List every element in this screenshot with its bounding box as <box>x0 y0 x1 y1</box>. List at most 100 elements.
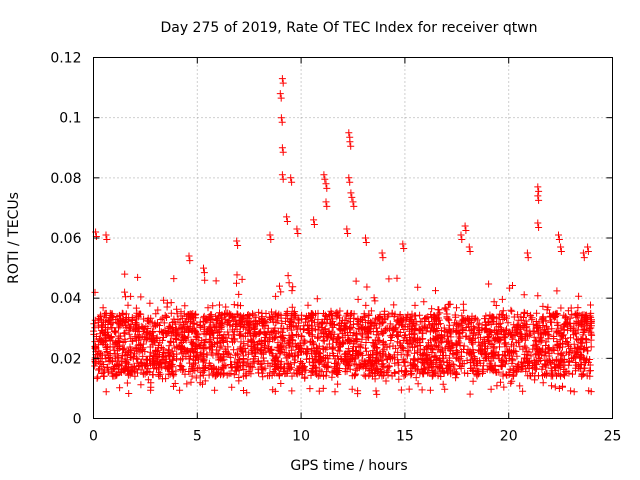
data-point <box>587 309 595 317</box>
data-point <box>441 332 449 340</box>
data-point <box>323 319 331 327</box>
data-point <box>123 367 131 375</box>
data-point <box>570 388 578 396</box>
data-point <box>187 348 195 356</box>
data-point <box>229 331 237 339</box>
data-point <box>339 340 347 348</box>
y-tick-label: 0.08 <box>50 171 81 187</box>
data-point <box>570 354 578 362</box>
data-point <box>349 332 357 340</box>
data-point <box>445 326 453 334</box>
data-point <box>200 269 208 277</box>
data-point <box>404 323 412 331</box>
data-point <box>238 318 246 326</box>
data-point <box>466 327 474 335</box>
data-point <box>98 351 106 359</box>
data-point <box>550 335 557 343</box>
data-point <box>160 296 168 304</box>
data-point <box>520 291 528 299</box>
data-point <box>401 368 409 376</box>
data-point <box>428 305 436 313</box>
data-point <box>173 350 181 358</box>
data-point <box>244 337 252 345</box>
data-point <box>94 341 102 349</box>
data-point <box>96 313 104 320</box>
data-point <box>288 287 296 295</box>
data-point <box>573 349 581 357</box>
data-point <box>91 288 99 296</box>
data-point <box>177 325 185 333</box>
data-point <box>261 343 269 351</box>
data-point <box>379 341 387 349</box>
data-point <box>449 342 457 350</box>
data-point <box>487 349 495 357</box>
data-point <box>113 313 121 320</box>
data-point <box>484 344 492 352</box>
data-point <box>343 349 351 357</box>
data-point <box>121 321 129 329</box>
data-point <box>347 337 355 345</box>
data-point <box>109 319 117 327</box>
data-point <box>277 380 285 387</box>
data-point <box>298 333 306 340</box>
data-point <box>536 346 544 354</box>
data-point <box>367 319 374 327</box>
data-point <box>170 275 178 283</box>
data-point <box>229 312 237 320</box>
data-point <box>213 368 221 376</box>
data-point <box>408 364 416 372</box>
data-point <box>351 355 359 363</box>
data-point <box>565 358 573 366</box>
data-point <box>421 315 429 322</box>
data-point <box>328 315 336 323</box>
data-point <box>293 343 300 351</box>
data-point <box>132 354 140 362</box>
data-point <box>207 343 215 351</box>
data-point <box>276 90 284 98</box>
data-point <box>363 283 371 291</box>
data-point <box>278 171 286 179</box>
data-point <box>154 306 162 314</box>
data-point <box>208 315 216 323</box>
data-point <box>340 324 348 332</box>
data-point <box>289 332 297 340</box>
data-point <box>564 326 572 334</box>
data-point <box>390 301 398 309</box>
data-point <box>510 321 518 329</box>
data-point <box>439 380 447 388</box>
data-point <box>560 366 568 373</box>
data-point <box>153 357 161 365</box>
y-tick-label: 0.1 <box>59 111 81 127</box>
data-point <box>344 309 352 317</box>
data-point <box>287 174 295 182</box>
data-point <box>257 328 265 336</box>
data-point <box>508 340 515 348</box>
data-point <box>385 311 393 319</box>
data-point <box>187 378 195 386</box>
data-point <box>127 321 135 328</box>
data-point <box>244 359 252 367</box>
data-point <box>466 248 474 255</box>
data-point <box>539 345 547 353</box>
data-point <box>254 341 262 349</box>
data-point <box>407 325 415 333</box>
data-point <box>144 362 152 369</box>
data-point <box>490 298 498 306</box>
data-point <box>347 356 355 364</box>
data-point <box>431 316 438 324</box>
data-point <box>441 304 449 312</box>
data-point <box>363 326 371 333</box>
data-point <box>559 352 567 360</box>
data-point <box>548 318 556 326</box>
data-point <box>277 288 285 296</box>
data-point <box>335 333 343 341</box>
data-point <box>505 368 513 376</box>
data-point <box>126 343 134 351</box>
data-point <box>373 331 381 339</box>
data-point <box>214 350 222 358</box>
data-point <box>190 319 198 327</box>
data-point <box>534 219 542 227</box>
data-point <box>585 367 593 375</box>
data-point <box>500 351 508 359</box>
data-point <box>233 310 241 318</box>
